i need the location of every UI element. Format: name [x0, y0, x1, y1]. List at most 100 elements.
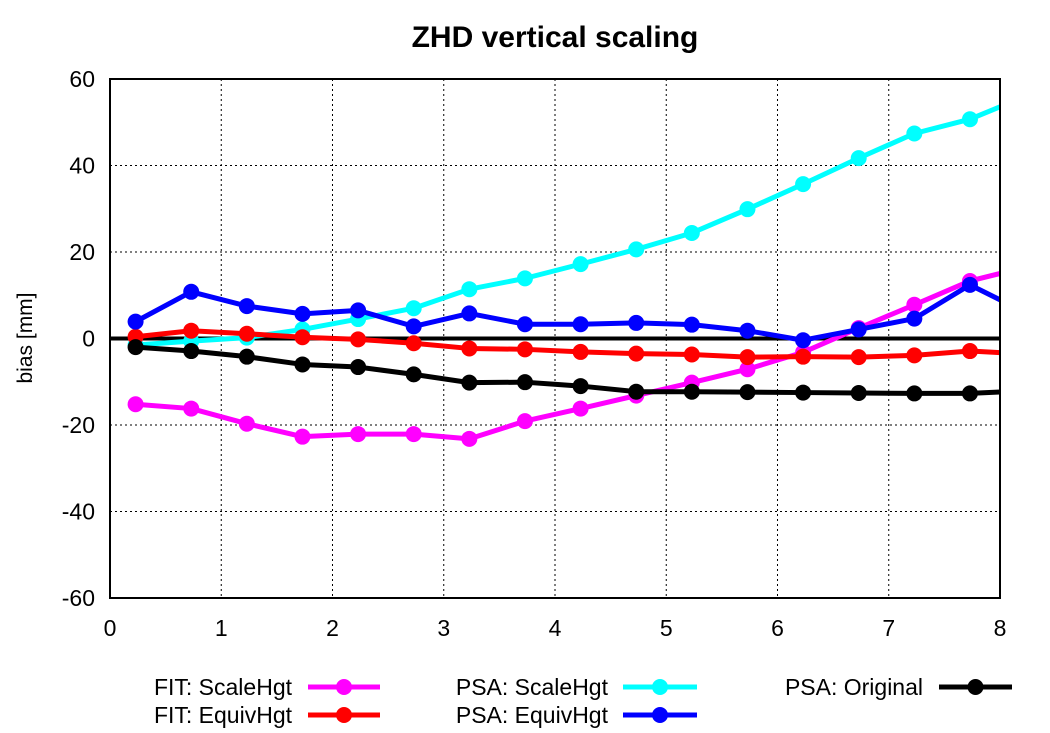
x-tick-label: 4 — [549, 615, 562, 641]
data-point — [739, 201, 756, 218]
y-tick-label: 0 — [82, 326, 95, 352]
data-point — [405, 335, 422, 352]
legend-label: FIT: ScaleHgt — [154, 674, 293, 700]
data-point — [961, 385, 978, 402]
data-point — [183, 283, 200, 300]
data-point — [572, 256, 589, 273]
data-point — [850, 321, 867, 338]
data-point — [461, 281, 478, 298]
data-point — [1018, 305, 1034, 321]
series-fit-equivhgt — [127, 322, 1034, 366]
data-point — [628, 345, 645, 362]
data-point — [739, 361, 756, 378]
y-tick-label: 60 — [69, 66, 95, 92]
axis-ticks: 0 1 2 3 4 5 6 7 8 -60 -40 -20 0 20 40 60 — [62, 66, 1007, 641]
x-tick-label: 3 — [437, 615, 450, 641]
legend-entry: PSA: EquivHgt — [456, 702, 697, 728]
legend-label: PSA: ScaleHgt — [456, 674, 609, 700]
x-tick-label: 5 — [660, 615, 673, 641]
data-point — [628, 383, 645, 400]
data-point — [1018, 259, 1034, 275]
data-point — [350, 359, 367, 376]
data-point — [961, 276, 978, 293]
x-tick-label: 8 — [994, 615, 1007, 641]
data-point — [127, 339, 144, 356]
legend-swatch-marker — [652, 707, 668, 723]
data-point — [961, 111, 978, 128]
x-tick-label: 6 — [771, 615, 784, 641]
y-tick-label: -20 — [62, 412, 95, 438]
data-point — [906, 347, 923, 364]
y-tick-label: 20 — [69, 239, 95, 265]
data-point — [683, 383, 700, 400]
data-point — [238, 348, 255, 365]
data-point — [461, 305, 478, 322]
data-point — [127, 313, 144, 330]
y-tick-label: 40 — [69, 153, 95, 179]
data-point — [739, 322, 756, 339]
data-point — [906, 125, 923, 142]
data-point — [739, 384, 756, 401]
data-point — [795, 384, 812, 401]
data-point — [461, 430, 478, 447]
data-point — [795, 176, 812, 193]
data-point — [516, 413, 533, 430]
data-point — [350, 426, 367, 443]
data-point — [183, 400, 200, 417]
data-point — [516, 374, 533, 391]
data-point — [572, 343, 589, 360]
chart-title: ZHD vertical scaling — [412, 21, 699, 54]
legend-swatch-marker — [336, 679, 352, 695]
data-point — [183, 322, 200, 339]
data-point — [405, 366, 422, 383]
data-point — [1018, 383, 1034, 399]
data-point — [516, 341, 533, 358]
data-point — [461, 340, 478, 357]
data-point — [572, 316, 589, 333]
data-point — [906, 385, 923, 402]
data-point — [906, 310, 923, 327]
data-point — [516, 316, 533, 333]
series-psa-original — [127, 339, 1034, 402]
data-point — [850, 349, 867, 366]
data-point — [183, 343, 200, 360]
y-tick-label: -60 — [62, 585, 95, 611]
data-point — [350, 302, 367, 319]
legend-label: PSA: Original — [785, 674, 923, 700]
y-axis-label: bias [mm] — [14, 292, 37, 383]
data-point — [294, 305, 311, 322]
series-psa-equivhgt — [127, 276, 1034, 349]
data-point — [1018, 88, 1034, 104]
data-point — [294, 329, 311, 346]
legend-swatch-marker — [652, 679, 668, 695]
data-point — [572, 378, 589, 395]
plot-area — [127, 88, 1034, 447]
data-point — [850, 384, 867, 401]
data-point — [461, 374, 478, 391]
data-point — [238, 325, 255, 342]
data-point — [127, 396, 144, 413]
legend-label: PSA: EquivHgt — [456, 702, 609, 728]
data-point — [238, 298, 255, 315]
data-point — [628, 314, 645, 331]
legend-entry: FIT: ScaleHgt — [154, 674, 380, 700]
data-point — [628, 241, 645, 258]
data-point — [683, 224, 700, 241]
data-point — [1018, 346, 1034, 362]
plot-frame — [109, 78, 1001, 599]
grid-lines — [110, 79, 1000, 598]
data-point — [405, 300, 422, 317]
legend-label: FIT: EquivHgt — [154, 702, 293, 728]
y-tick-label: -40 — [62, 499, 95, 525]
data-point — [683, 316, 700, 333]
x-tick-label: 0 — [104, 615, 117, 641]
data-point — [294, 428, 311, 445]
data-point — [405, 426, 422, 443]
legend-entry: FIT: EquivHgt — [154, 702, 380, 728]
x-tick-label: 7 — [882, 615, 895, 641]
data-point — [294, 356, 311, 373]
data-point — [739, 349, 756, 366]
data-point — [683, 346, 700, 363]
